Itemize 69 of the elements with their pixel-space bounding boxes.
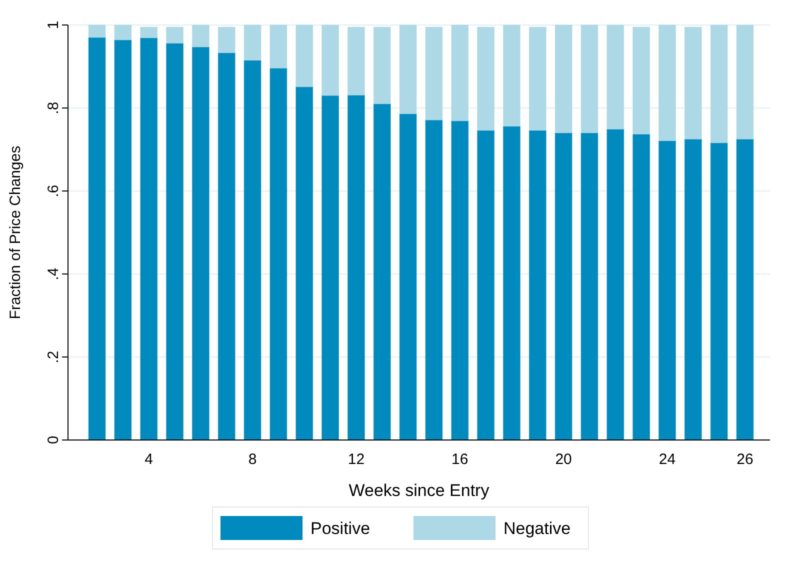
bar [218, 52, 236, 440]
bar [502, 24, 520, 127]
y-tick-label: 1 [45, 20, 62, 30]
bar [710, 142, 728, 440]
bar [270, 68, 288, 440]
bar [244, 24, 262, 61]
bar [684, 26, 702, 140]
bar [166, 42, 184, 440]
x-tick-label: 26 [736, 451, 754, 468]
legend-label: Positive [310, 519, 370, 538]
bar [192, 24, 210, 48]
bar [373, 104, 391, 440]
bar [554, 132, 572, 440]
x-tick-label: 20 [555, 451, 572, 468]
bar [88, 37, 106, 440]
y-tick-label: .6 [45, 184, 62, 198]
bar [322, 24, 340, 96]
bar [373, 26, 391, 104]
bar [477, 26, 495, 131]
bar [425, 120, 443, 440]
y-tick-label: .4 [45, 268, 62, 280]
y-tick-label: .8 [45, 102, 62, 114]
bar [736, 138, 754, 440]
bar [347, 26, 365, 96]
bar [451, 24, 469, 122]
bar [270, 24, 288, 68]
bar [684, 138, 702, 440]
x-axis-title: Weeks since Entry [348, 481, 490, 500]
bar [554, 24, 572, 134]
x-tick-label: 24 [658, 451, 676, 468]
y-tick-label: 0 [45, 436, 62, 444]
bar [425, 26, 443, 120]
y-tick-label: .2 [45, 350, 62, 364]
bar [399, 24, 417, 114]
bar [580, 132, 598, 440]
bar [502, 126, 520, 440]
bar [192, 46, 210, 440]
x-tick-label: 16 [452, 451, 468, 468]
y-axis-title: Fraction of Price Changes [7, 146, 24, 320]
bar [580, 24, 598, 134]
bar [296, 86, 314, 440]
x-tick-label: 4 [144, 451, 154, 468]
bar [736, 24, 754, 140]
bar [140, 38, 158, 440]
bar [632, 134, 650, 440]
bar [528, 130, 546, 440]
bar [477, 130, 495, 440]
bar [528, 26, 546, 131]
x-tick-label: 8 [248, 451, 257, 468]
x-tick-label: 12 [348, 451, 365, 468]
bar [347, 94, 365, 440]
bar [88, 24, 106, 38]
bar [114, 40, 132, 440]
bar [658, 140, 676, 440]
bar [218, 26, 236, 54]
bar [296, 24, 314, 88]
bar [166, 26, 184, 44]
bar [244, 60, 262, 440]
bar [140, 26, 158, 38]
bar [114, 24, 132, 40]
bar [606, 24, 624, 130]
bar [606, 128, 624, 440]
bar [632, 26, 650, 134]
bar [322, 95, 340, 440]
bar [399, 114, 417, 440]
bar [451, 120, 469, 440]
legend-label: Negative [504, 519, 571, 538]
bar [710, 24, 728, 144]
bar [658, 24, 676, 142]
